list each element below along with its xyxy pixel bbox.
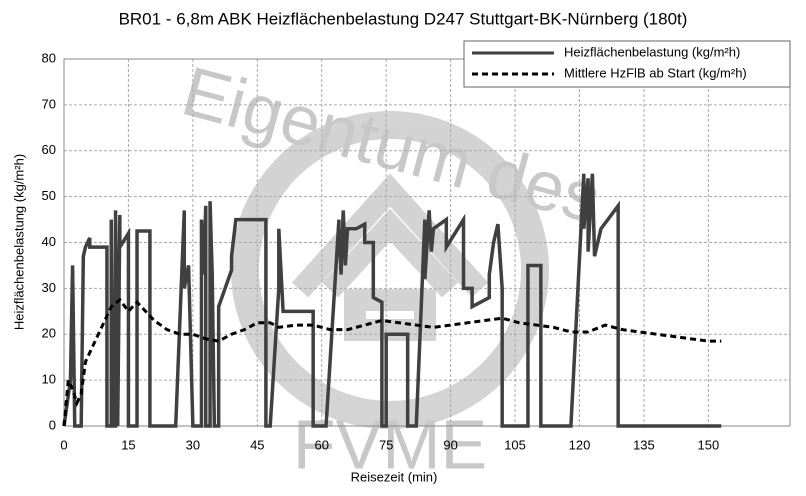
y-tick-label: 30 (42, 280, 56, 295)
y-tick-label: 20 (42, 326, 56, 341)
x-tick-label: 150 (698, 437, 720, 452)
y-tick-label: 40 (42, 234, 56, 249)
x-tick-label: 60 (315, 437, 329, 452)
x-tick-label: 90 (443, 437, 457, 452)
y-tick-label: 60 (42, 142, 56, 157)
data-line (62, 297, 722, 427)
data-line (62, 173, 722, 428)
x-tick-label: 0 (60, 437, 67, 452)
watermark-logo (231, 111, 549, 429)
chart-title: BR01 - 6,8m ABK Heizflächenbelastung D24… (119, 9, 688, 28)
x-tick-label: 120 (569, 437, 591, 452)
legend-label: Mittlere HzFlB ab Start (kg/m²h) (564, 65, 747, 80)
x-tick-label: 75 (379, 437, 393, 452)
y-tick-label: 70 (42, 96, 56, 111)
plot-frame (63, 58, 791, 427)
x-tick-label: 105 (504, 437, 526, 452)
y-tick-label: 0 (49, 417, 56, 432)
x-tick-label: 15 (121, 437, 135, 452)
y-tick-label: 50 (42, 188, 56, 203)
x-tick-label: 135 (633, 437, 655, 452)
y-tick-label: 10 (42, 372, 56, 387)
legend-box (463, 40, 791, 88)
y-tick-label: 80 (42, 50, 56, 65)
x-tick-label: 30 (186, 437, 200, 452)
legend-label: Heizflächenbelastung (kg/m²h) (564, 44, 740, 59)
x-axis-label: Reisezeit (min) (351, 469, 438, 484)
x-tick-label: 45 (250, 437, 264, 452)
y-axis-label: Heizflächenbelastung (kg/m²h) (11, 154, 26, 330)
